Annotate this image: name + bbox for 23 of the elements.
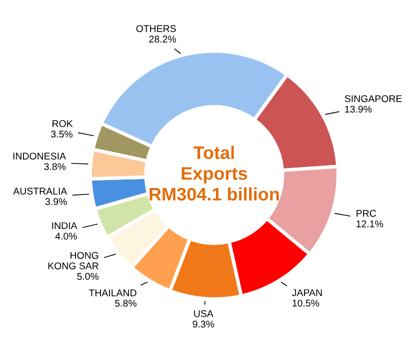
slice-label: AUSTRALIA — [13, 188, 68, 195]
data-label: 3.8% — [44, 163, 66, 170]
data-label: 9.3% — [192, 320, 214, 328]
slice-label: JAPAN — [292, 289, 322, 296]
data-label: 5.0% — [77, 272, 99, 280]
slice-label: OTHERS — [136, 25, 176, 32]
data-label: 3.9% — [45, 198, 67, 206]
text: Total Exports RM304.1 billion — [150, 146, 279, 201]
data-label: 10.5% — [292, 300, 320, 307]
data-label: 3.5% — [51, 130, 72, 138]
data-label: 4.0% — [55, 232, 77, 240]
slice-label: PRC — [356, 210, 376, 217]
slice-label: HONG KONG SAR — [48, 252, 98, 270]
slice-label: THAILAND — [88, 290, 136, 296]
slice-label: SINGAPORE — [344, 95, 402, 102]
slice-label: INDIA — [52, 222, 78, 230]
data-label: 12.1% — [356, 220, 384, 228]
data-label: 28.2% — [149, 36, 176, 43]
slice-label: ROK — [52, 120, 73, 128]
slice-label: USA — [194, 310, 214, 318]
data-label: 5.8% — [115, 300, 136, 307]
slice-label: INDONESIA — [13, 152, 66, 160]
data-label: 13.9% — [345, 106, 372, 113]
